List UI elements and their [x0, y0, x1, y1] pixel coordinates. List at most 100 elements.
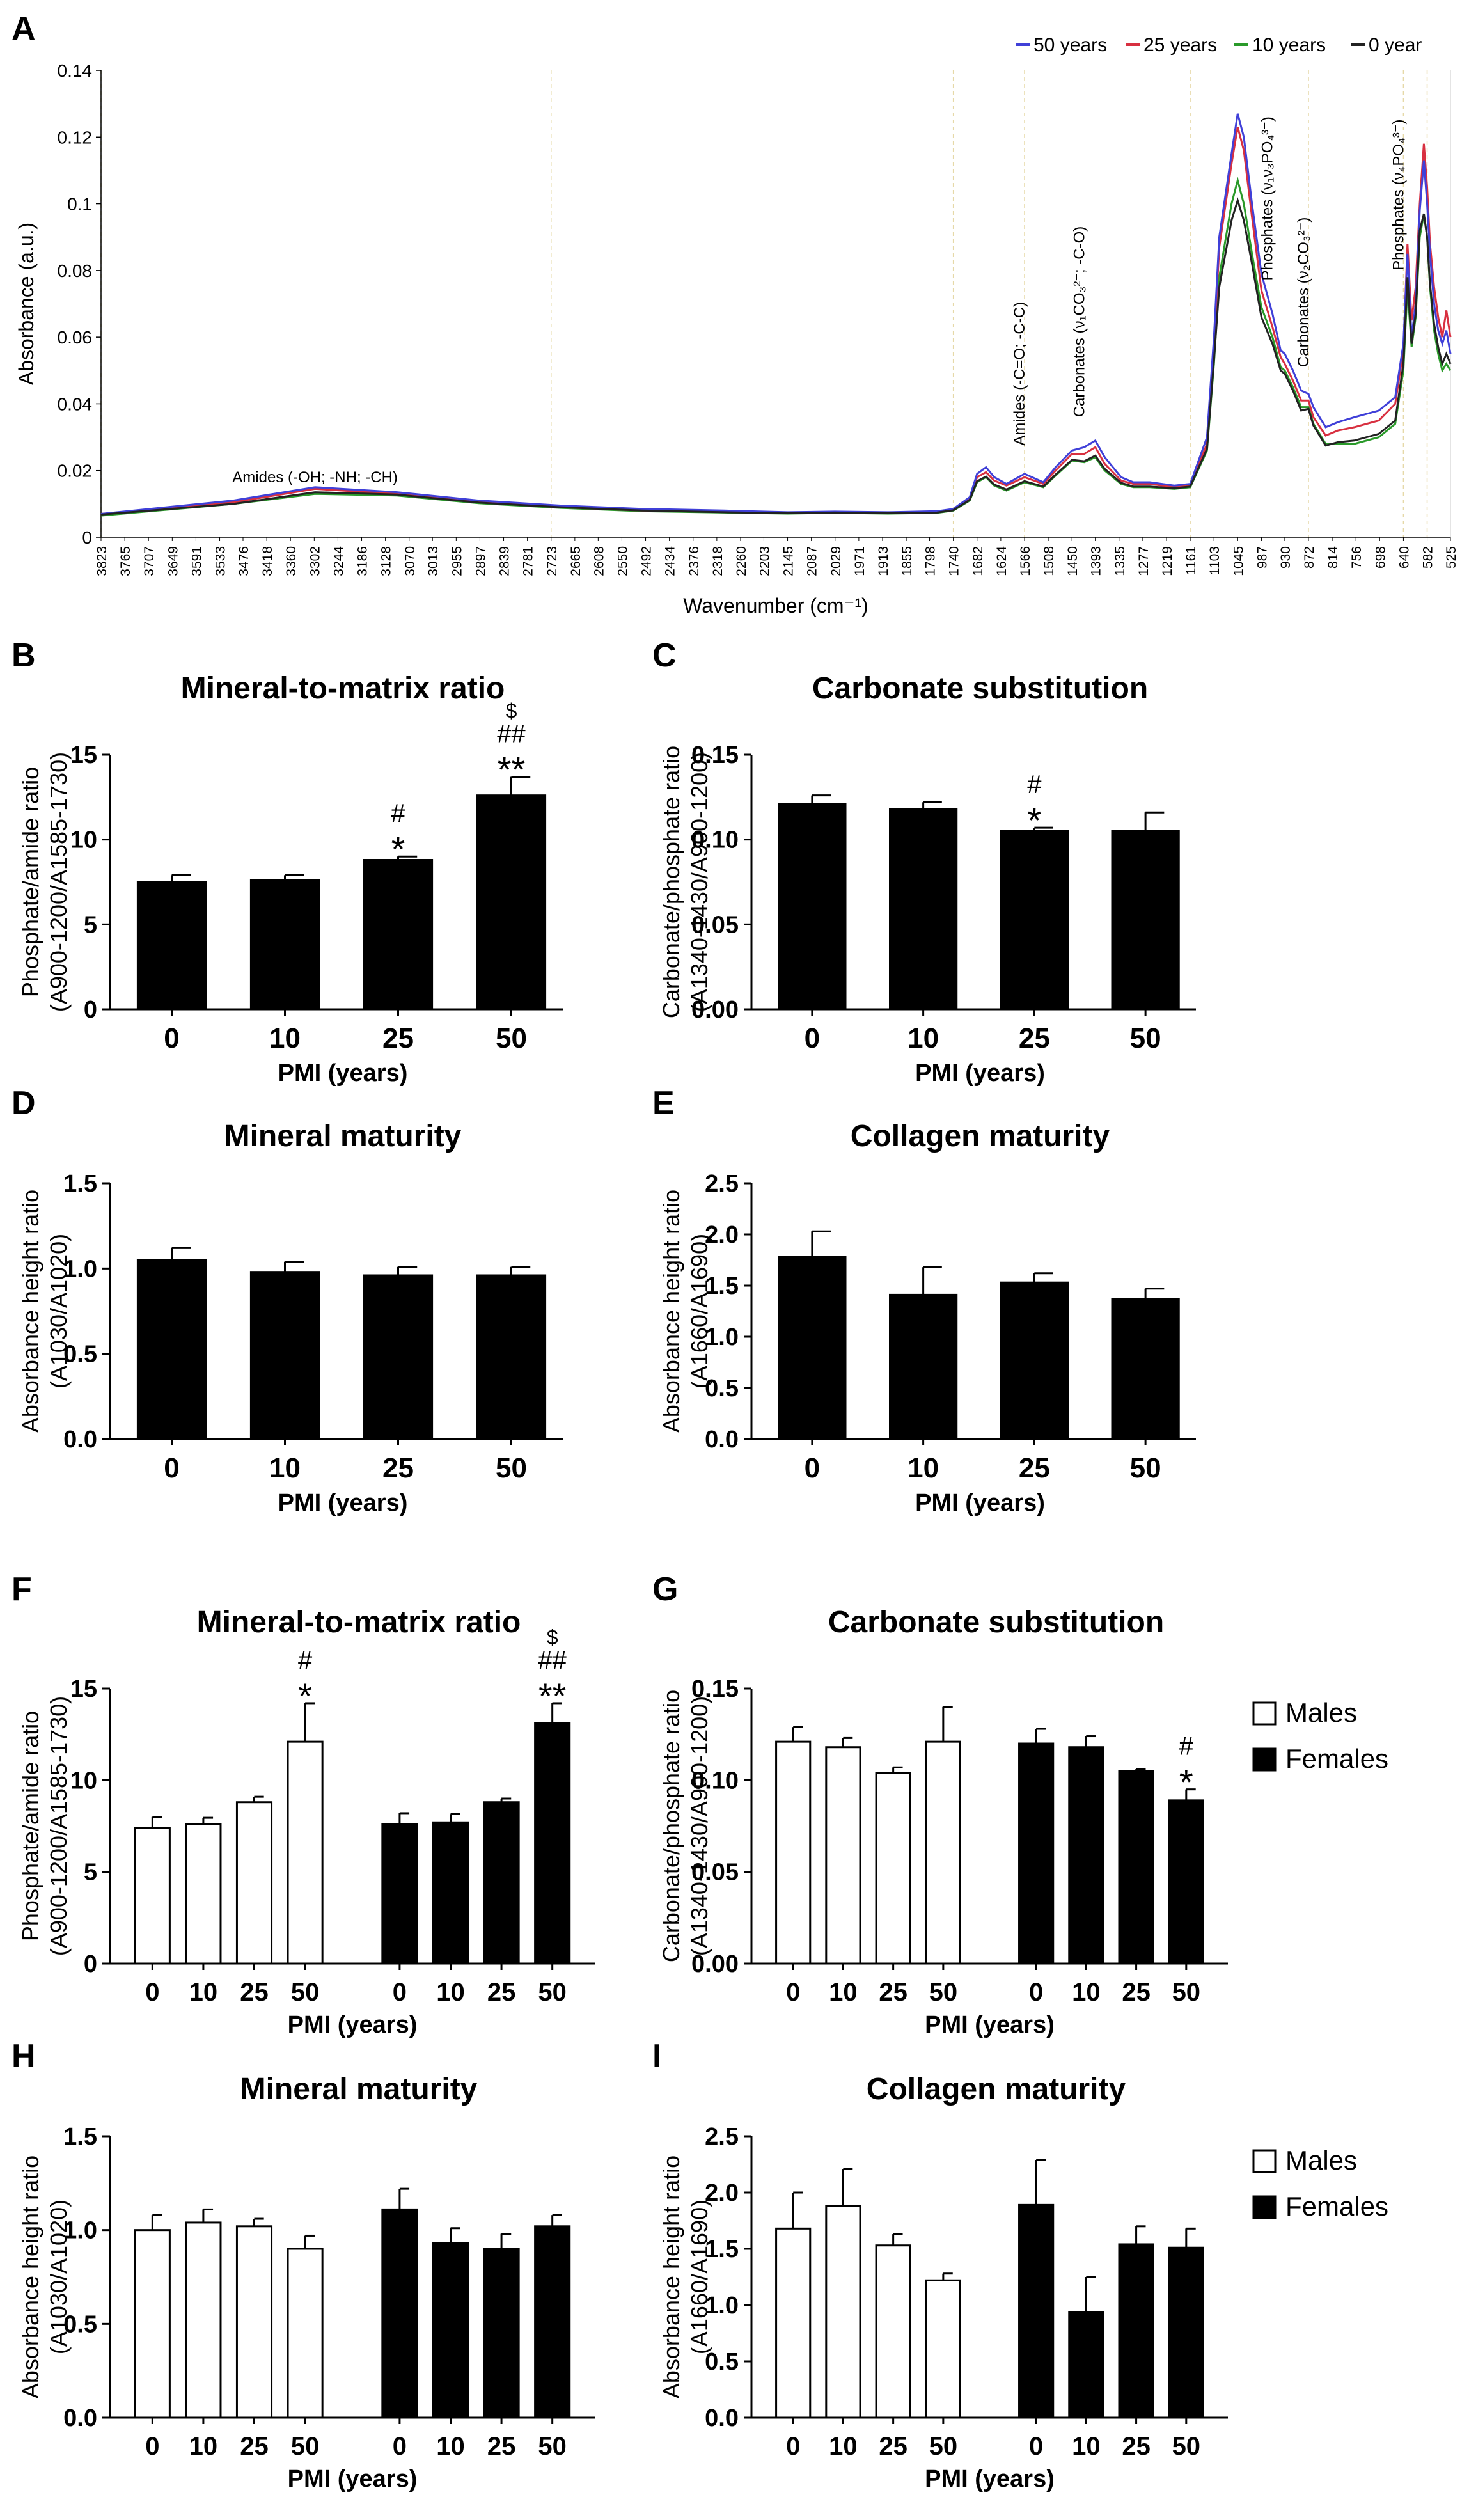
y-tick-label: 10	[70, 827, 97, 854]
x-axis-title: PMI (years)	[288, 2466, 418, 2492]
spectrum-annotation: Amides (-OH; -NH; -CH)	[232, 469, 398, 486]
legend-label: 50 years	[1033, 35, 1107, 56]
x-tick-label: 1740	[947, 546, 962, 576]
bar	[925, 2279, 961, 2419]
bar	[1118, 1770, 1154, 1965]
significance-mark: #	[1179, 1733, 1194, 1761]
x-tick-label: 1798	[923, 546, 938, 576]
y-tick-label: 0.5	[705, 1375, 739, 1402]
y-axis-title: (A1030/A1020)	[45, 2200, 72, 2354]
y-axis-title: Absorbance height ratio	[17, 1190, 43, 1433]
legend-label: 0 year	[1369, 35, 1422, 56]
x-tick-label: 25	[1122, 2432, 1151, 2461]
x-tick-label: 50	[538, 1978, 567, 2006]
bar	[825, 2205, 861, 2419]
x-tick-label: 50	[1130, 1023, 1161, 1054]
chart-title: Collagen maturity	[851, 1119, 1110, 1153]
x-tick-label: 1393	[1089, 546, 1104, 576]
x-tick-label: 10	[829, 2432, 858, 2461]
x-tick-label: 0	[1029, 2432, 1043, 2461]
x-tick-label: 1508	[1042, 546, 1057, 576]
bar	[778, 1256, 847, 1440]
y-tick-label: 0.00	[691, 996, 739, 1023]
y-tick-label: 2.0	[705, 1222, 739, 1248]
panel-letter-f: F	[12, 1571, 32, 1608]
y-tick-label: 0.00	[691, 1951, 739, 1978]
x-axis-title: Wavenumber (cm⁻¹)	[683, 594, 868, 617]
x-tick-label: 582	[1421, 546, 1436, 569]
x-tick-label: 50	[291, 2432, 320, 2461]
y-tick-label: 0	[84, 1951, 97, 1978]
legend-label-females: Females	[1285, 1744, 1388, 1774]
chart-title: Carbonate substitution	[828, 1605, 1164, 1639]
spectrum-annotation: Carbonates (ν₁CO₃²⁻; -C-O)	[1071, 226, 1088, 418]
x-tick-label: 3823	[95, 546, 109, 576]
y-axis-title: Carbonate/phosphate ratio	[658, 746, 684, 1018]
legend-swatch-females	[1252, 2195, 1277, 2219]
x-axis-title: PMI (years)	[915, 1490, 1045, 1516]
bar	[534, 1722, 571, 1965]
y-tick-label: 0.0	[63, 2405, 97, 2432]
x-tick-label: 10	[1072, 2432, 1101, 2461]
x-tick-label: 25	[382, 1453, 414, 1484]
significance-mark: $	[506, 699, 517, 722]
x-tick-label: 3128	[379, 546, 394, 576]
x-tick-label: 3186	[356, 546, 370, 576]
y-tick-label: 0.05	[691, 911, 739, 938]
y-tick-label: 10	[70, 1767, 97, 1794]
legend-swatch-males	[1252, 1701, 1277, 1726]
y-tick-label: 0.15	[691, 742, 739, 769]
x-tick-label: 1624	[994, 546, 1009, 576]
x-tick-label: 756	[1349, 546, 1364, 569]
bar	[381, 1823, 418, 1965]
chart-title: Carbonate substitution	[812, 672, 1148, 705]
x-tick-label: 25	[240, 2432, 269, 2461]
x-tick-label: 10	[269, 1023, 301, 1054]
y-tick-label: 0.02	[58, 461, 93, 481]
y-tick-label: 1.5	[705, 1273, 739, 1300]
bar	[1000, 1281, 1069, 1440]
legend-swatch-females	[1252, 1747, 1277, 1772]
x-tick-label: 698	[1373, 546, 1388, 569]
x-tick-label: 0	[805, 1453, 820, 1484]
x-tick-label: 987	[1255, 546, 1269, 569]
x-tick-label: 25	[487, 2432, 516, 2461]
bar	[1168, 1799, 1204, 1965]
y-axis-title: Phosphate/amide ratio	[17, 1711, 43, 1941]
legend-label: 25 years	[1143, 35, 1217, 56]
legend-swatch-males	[1252, 2149, 1277, 2173]
y-axis-title: (A1660/A1690)	[686, 2200, 712, 2354]
bar	[287, 2248, 324, 2419]
x-tick-label: 25	[1019, 1023, 1050, 1054]
x-tick-label: 10	[269, 1453, 301, 1484]
x-tick-label: 10	[1072, 1978, 1101, 2006]
panel-letter-c: C	[652, 637, 677, 674]
bar	[825, 1746, 861, 1965]
bar	[1068, 2311, 1104, 2419]
y-tick-label: 1.5	[705, 2236, 739, 2263]
x-tick-label: 10	[829, 1978, 858, 2006]
bar	[249, 1271, 320, 1440]
bar	[1068, 1746, 1104, 1965]
x-tick-label: 0	[786, 2432, 800, 2461]
bar	[363, 1274, 434, 1440]
x-tick-label: 3707	[142, 546, 157, 576]
bar	[1111, 830, 1180, 1011]
panel-letter-i: I	[652, 2038, 661, 2075]
y-tick-label: 0.0	[63, 1426, 97, 1453]
bar	[889, 1293, 958, 1440]
chart-title: Mineral-to-matrix ratio	[197, 1605, 521, 1639]
y-tick-label: 0.5	[705, 2349, 739, 2375]
bar	[476, 794, 547, 1011]
y-tick-label: 1.0	[705, 1324, 739, 1351]
y-tick-label: 0.08	[58, 261, 93, 281]
x-tick-label: 50	[929, 1978, 958, 2006]
y-tick-label: 0.10	[691, 827, 739, 854]
bar	[889, 808, 958, 1011]
x-tick-label: 2955	[450, 546, 464, 576]
bar	[134, 2229, 171, 2419]
y-axis-title: (A1340-1430/A900-1200)	[686, 752, 712, 1012]
y-tick-label: 0.1	[67, 194, 92, 214]
significance-mark: $	[547, 1626, 558, 1649]
bar	[1018, 2203, 1055, 2419]
